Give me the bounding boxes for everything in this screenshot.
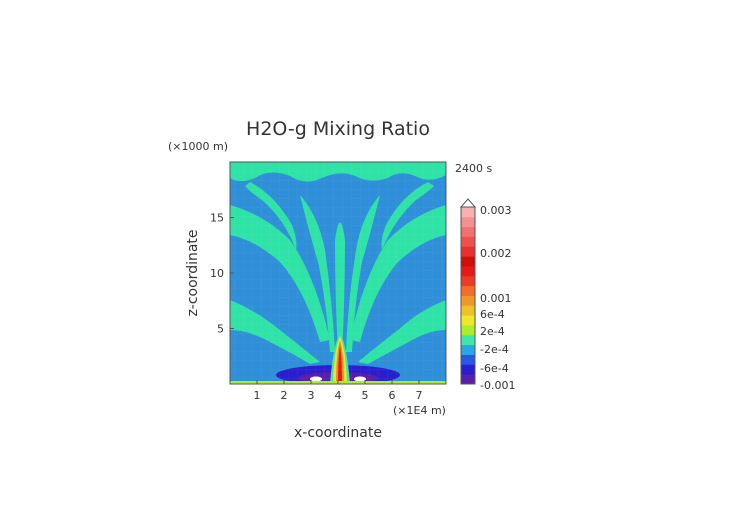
colorbar-label: 0.003 bbox=[480, 204, 512, 217]
colorbar-labels: 0.003 0.002 0.001 6e-4 2e-4 -2e-4 -6e-4 -0.001 bbox=[480, 204, 515, 392]
colorbar-label: -0.001 bbox=[480, 379, 515, 392]
colorbar-swatch bbox=[461, 325, 475, 336]
colorbar-swatch bbox=[461, 256, 475, 267]
x-axis: 1 2 3 4 5 6 7 bbox=[254, 380, 423, 402]
colorbar-swatch bbox=[461, 354, 475, 365]
colorbar-swatch bbox=[461, 246, 475, 257]
x-tick-label: 2 bbox=[281, 389, 288, 402]
y-tick-label: 5 bbox=[217, 323, 224, 336]
chart-title: H2O-g Mixing Ratio bbox=[246, 118, 430, 140]
colorbar-swatch bbox=[461, 295, 475, 306]
time-label: 2400 s bbox=[455, 162, 492, 175]
x-axis-title: x-coordinate bbox=[294, 425, 382, 441]
colorbar-swatch bbox=[461, 216, 475, 228]
colorbar-label: 0.002 bbox=[480, 247, 512, 260]
y-unit-label: (×1000 m) bbox=[168, 140, 228, 153]
colorbar-swatch bbox=[461, 207, 475, 218]
heatmap-field bbox=[230, 162, 446, 384]
colorbar-swatch bbox=[461, 275, 475, 287]
y-axis: 5 10 15 bbox=[210, 212, 234, 336]
x-unit-label: (×1E4 m) bbox=[393, 404, 446, 417]
colorbar-swatch bbox=[461, 305, 475, 316]
x-tick-label: 5 bbox=[362, 389, 369, 402]
y-tick-label: 10 bbox=[210, 267, 224, 280]
colorbar-swatch bbox=[461, 334, 475, 346]
colorbar-label: 6e-4 bbox=[480, 308, 505, 321]
colorbar-swatch bbox=[461, 374, 475, 385]
colorbar-label: 2e-4 bbox=[480, 325, 505, 338]
y-axis-title: z-coordinate bbox=[185, 229, 201, 316]
colorbar-extend-arrow bbox=[459, 198, 477, 208]
y-tick-label: 15 bbox=[210, 212, 224, 225]
colorbar-swatch bbox=[461, 266, 475, 277]
colorbar-label: 0.001 bbox=[480, 292, 512, 305]
colorbar-swatch bbox=[461, 236, 475, 247]
colorbar-label: -2e-4 bbox=[480, 343, 509, 356]
x-tick-label: 6 bbox=[389, 389, 396, 402]
colorbar-swatch bbox=[461, 364, 475, 375]
x-tick-label: 4 bbox=[335, 389, 342, 402]
colorbar bbox=[459, 198, 477, 385]
x-tick-label: 7 bbox=[416, 389, 423, 402]
colorbar-swatch bbox=[461, 315, 475, 326]
colorbar-swatch bbox=[461, 285, 475, 296]
colorbar-label: -6e-4 bbox=[480, 362, 509, 375]
x-tick-label: 3 bbox=[308, 389, 315, 402]
colorbar-swatch bbox=[461, 226, 475, 237]
colorbar-swatch bbox=[461, 344, 475, 355]
x-tick-label: 1 bbox=[254, 389, 261, 402]
